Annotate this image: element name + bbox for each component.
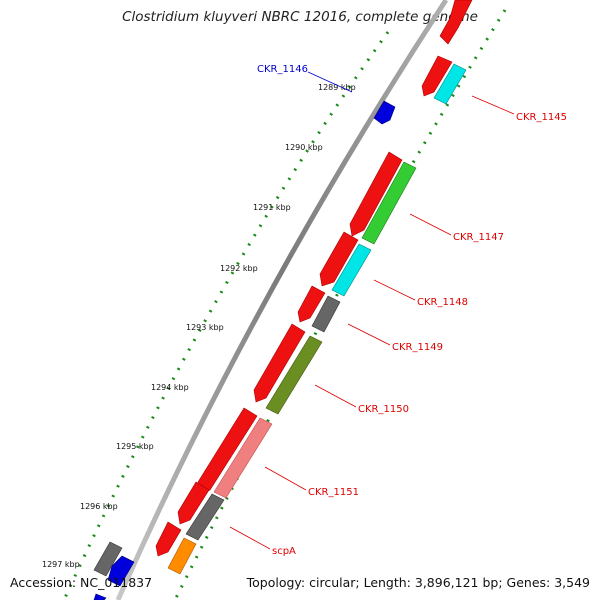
gene-label-ckr1150[interactable]: CKR_1150 — [358, 404, 409, 415]
feature-gray-left[interactable] — [93, 541, 123, 577]
tick-label: 1291 kbp — [253, 203, 291, 212]
genome-summary-text: Topology: circular; Length: 3,896,121 bp… — [246, 575, 590, 590]
tick-label: 1293 kbp — [186, 323, 224, 332]
tick-label: 1292 kbp — [220, 264, 258, 273]
leader-lines — [229, 71, 515, 550]
cds-ckr1149[interactable] — [297, 285, 326, 323]
cds-ckr1145a[interactable] — [421, 55, 453, 97]
gene-label-ckr1147[interactable]: CKR_1147 — [453, 232, 504, 243]
feature-gray-scpa[interactable] — [185, 493, 225, 541]
gene-label-ckr1145[interactable]: CKR_1145 — [516, 112, 567, 123]
forward-cds-track — [155, 0, 473, 557]
tick-label: 1297 kbp — [42, 560, 80, 569]
gene-label-ckr1148[interactable]: CKR_1148 — [417, 297, 468, 308]
tick-label: 1290 kbp — [285, 143, 323, 152]
genome-backbone — [115, 0, 449, 600]
leader-ckr1149 — [347, 323, 391, 346]
gene-label-ckr1149[interactable]: CKR_1149 — [392, 342, 443, 353]
cds-scpa-a[interactable] — [177, 481, 210, 525]
feature-cyan-1148[interactable] — [331, 243, 372, 297]
feature-cyan-1145[interactable] — [433, 63, 467, 105]
scale-track — [62, 31, 390, 600]
tick-label: 1294 kbp — [151, 383, 189, 392]
leader-ckr1147 — [409, 213, 452, 236]
leader-scpa — [229, 526, 271, 550]
cds-reverse-bottom[interactable] — [93, 593, 107, 600]
cds-top[interactable] — [439, 0, 473, 45]
scale-tick-labels: 1289 kbp 1290 kbp 1291 kbp 1292 kbp 1293… — [42, 83, 356, 569]
gene-label-ckr1151[interactable]: CKR_1151 — [308, 487, 359, 498]
map-title: Clostridium kluyveri NBRC 12016, complet… — [122, 9, 478, 25]
feature-gray-1149[interactable] — [311, 295, 341, 333]
leader-ckr1148 — [373, 279, 416, 301]
accession-text: Accession: NC_011837 — [10, 575, 153, 590]
feature-green-1147[interactable] — [361, 161, 417, 245]
leader-ckr1146 — [307, 71, 353, 93]
cds-ckr1148[interactable] — [319, 231, 359, 287]
cds-scpa-b[interactable] — [155, 521, 182, 557]
tick-label: 1295 kbp — [116, 442, 154, 451]
leader-ckr1151 — [264, 466, 307, 491]
cds-ckr1146[interactable] — [373, 100, 396, 125]
cds-reverse-left[interactable] — [107, 555, 135, 587]
feature-pink-1151[interactable] — [213, 417, 273, 499]
tick-label: 1289 kbp — [318, 83, 356, 92]
gene-labels: CKR_1146 CKR_1145 CKR_1147 CKR_1148 CKR_… — [257, 64, 567, 557]
leader-ckr1150 — [314, 384, 357, 408]
gene-label-scpa[interactable]: scpA — [272, 546, 296, 557]
cds-ckr1147[interactable] — [349, 151, 403, 237]
right-tick-track — [173, 9, 507, 600]
feature-orange-scpa[interactable] — [167, 537, 197, 575]
leader-ckr1145 — [471, 95, 515, 115]
feature-olive-1150[interactable] — [265, 335, 323, 415]
gene-label-ckr1146[interactable]: CKR_1146 — [257, 64, 308, 75]
tick-label: 1296 kbp — [80, 502, 118, 511]
cds-ckr1150[interactable] — [253, 323, 306, 403]
